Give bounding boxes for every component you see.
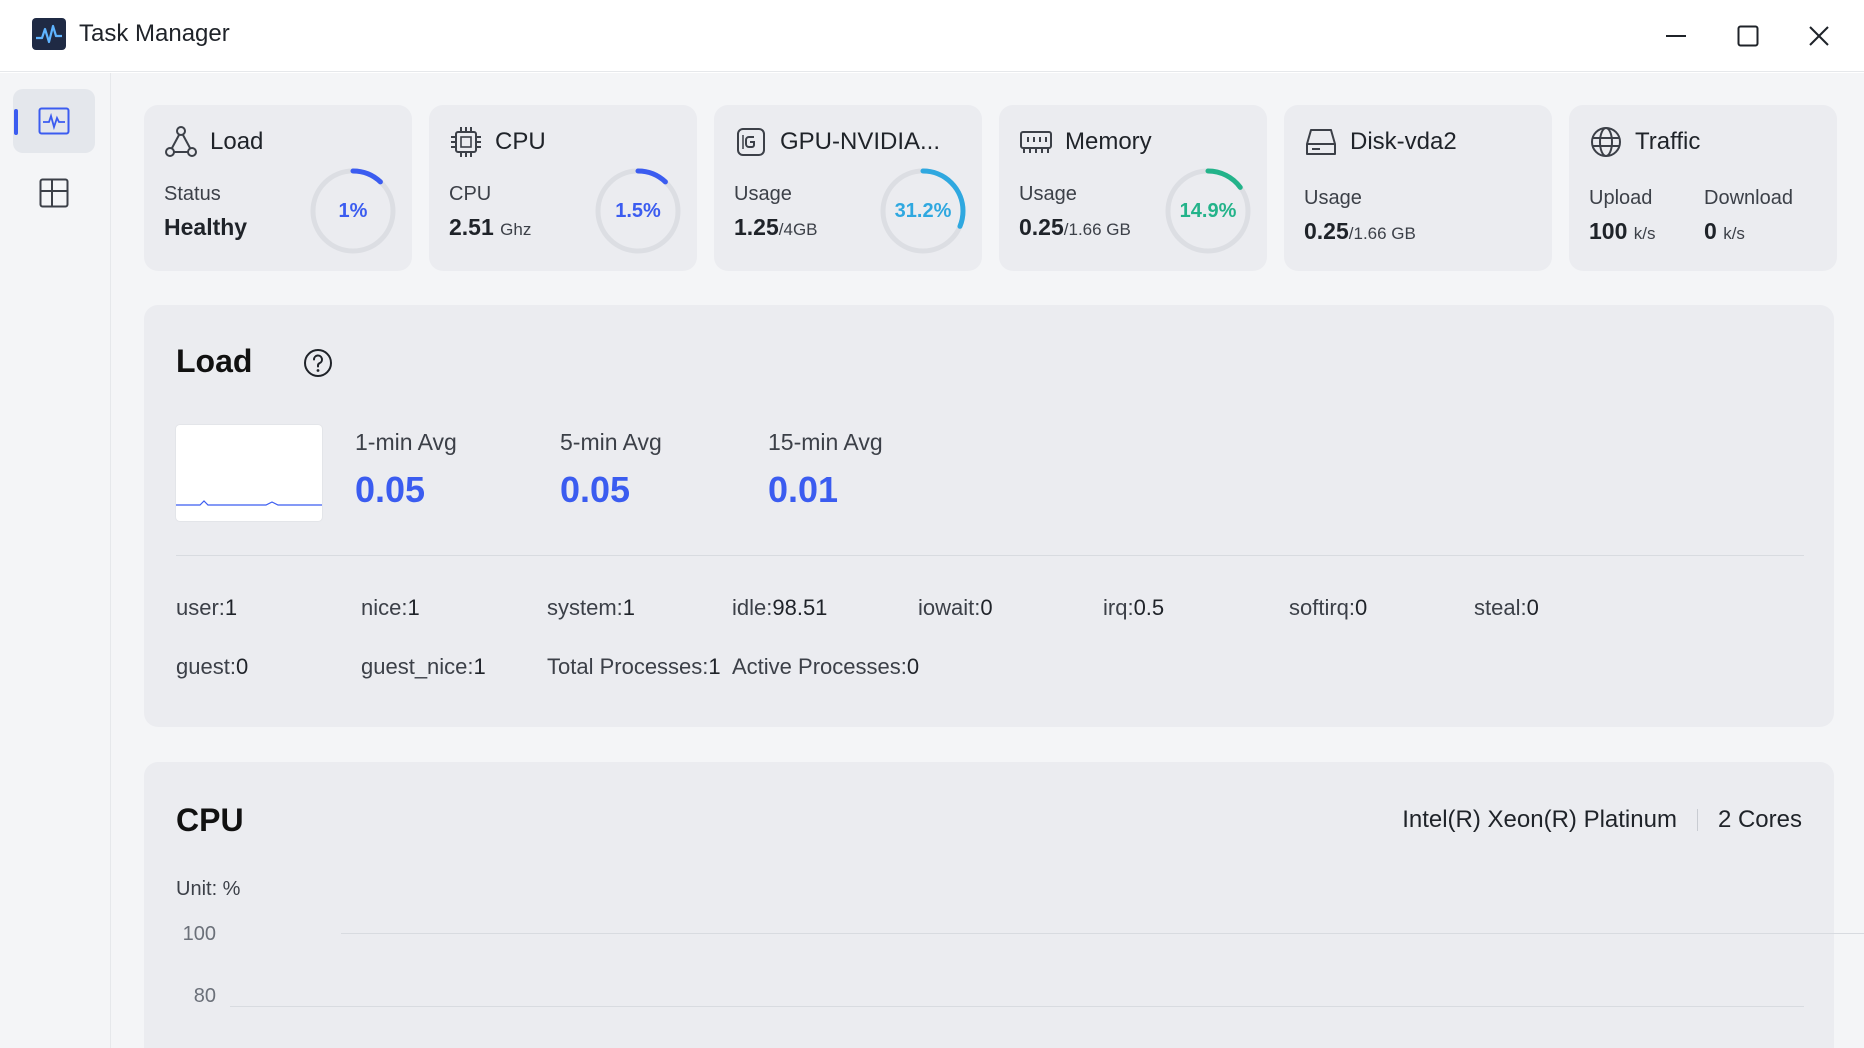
maximize-icon <box>1737 25 1759 47</box>
card-value: 0.25/1.66 GB <box>1019 214 1131 240</box>
avg-value: 0.01 <box>768 469 839 510</box>
upload-label: Upload <box>1589 187 1653 209</box>
avg-label: 15-min Avg <box>768 429 883 455</box>
active-indicator <box>14 109 18 135</box>
stat-item: Total Processes:1 <box>547 654 721 679</box>
stat-item: guest_nice:1 <box>361 654 486 679</box>
help-icon[interactable] <box>302 347 334 379</box>
disk-drive-icon <box>1304 125 1338 159</box>
gauge-arc <box>310 168 396 254</box>
cpu-model-info: Intel(R) Xeon(R) Platinum 2 Cores <box>1402 806 1802 834</box>
y-tick-label: 100 <box>182 923 216 945</box>
gauge-text: 31.2% <box>894 199 952 222</box>
card-title: Traffic <box>1635 128 1701 155</box>
stat-item: nice:1 <box>361 595 420 620</box>
disk-card[interactable]: Disk-vda2 Usage 0.25/1.66 GB <box>1284 105 1552 271</box>
cpu-model-name: Intel(R) Xeon(R) Platinum <box>1402 806 1677 833</box>
minimize-icon <box>1666 35 1686 37</box>
close-button[interactable] <box>1797 14 1841 58</box>
card-title: GPU-NVIDIA... <box>780 128 941 155</box>
download-label: Download <box>1704 187 1793 209</box>
load-network-icon <box>164 125 198 159</box>
card-label: CPU <box>449 183 492 205</box>
sidebar-item-processes[interactable] <box>13 161 95 225</box>
card-title: Memory <box>1065 128 1152 155</box>
gpu-gauge <box>880 168 966 254</box>
card-label: Usage <box>1304 187 1362 209</box>
panel-title: Load <box>176 343 253 379</box>
maximize-button[interactable] <box>1726 14 1770 58</box>
title-bar: Task Manager <box>0 0 1864 72</box>
gpu-card[interactable]: GPU-NVIDIA... Usage 1.25/4GB 31.2% <box>714 105 982 271</box>
upload-value: 100 k/s <box>1589 218 1656 244</box>
download-value: 0 k/s <box>1704 218 1745 244</box>
memory-card[interactable]: Memory Usage 0.25/1.66 GB 14.9% <box>999 105 1267 271</box>
divider <box>176 555 1804 556</box>
memory-gauge <box>1165 168 1251 254</box>
minimize-button[interactable] <box>1654 14 1698 58</box>
panel-title: CPU <box>176 802 244 838</box>
card-value: 1.25/4GB <box>734 214 818 240</box>
card-label: Usage <box>1019 183 1077 205</box>
load-gauge <box>310 168 396 254</box>
main-content: Load Status Healthy 1% CPU <box>111 73 1864 1048</box>
separator <box>1696 809 1698 831</box>
card-label: Usage <box>734 183 792 205</box>
card-label: Status <box>164 183 221 205</box>
avg-value: 0.05 <box>355 469 426 510</box>
gauge-text: 14.9% <box>1179 199 1237 222</box>
globe-icon <box>1589 125 1623 159</box>
unit-label: Unit: % <box>176 878 241 900</box>
close-icon <box>1809 26 1829 46</box>
y-tick-label: 80 <box>193 985 216 1007</box>
cpu-gauge <box>595 168 681 254</box>
load-sparkline <box>176 425 322 521</box>
cpu-panel: CPU Intel(R) Xeon(R) Platinum 2 Cores Un… <box>144 762 1834 1048</box>
card-title: Load <box>210 128 264 155</box>
grid-line <box>230 1006 1804 1007</box>
load-panel: Load 1-min Avg 0.05 5-min Avg 0.05 15-mi… <box>144 305 1834 727</box>
card-value: 2.51 Ghz <box>449 214 532 240</box>
gauge-arc <box>880 168 966 254</box>
avg-label: 1-min Avg <box>355 429 457 455</box>
gauge-arc <box>595 168 681 254</box>
stat-item: iowait:0 <box>918 595 993 620</box>
card-title: Disk-vda2 <box>1350 128 1457 155</box>
stat-item: guest:0 <box>176 654 249 679</box>
gauge-text: 1% <box>338 199 368 222</box>
memory-icon <box>1019 125 1053 159</box>
avg-value: 0.05 <box>560 469 631 510</box>
card-title: CPU <box>495 128 546 155</box>
sidebar <box>0 73 111 1048</box>
avg-label: 5-min Avg <box>560 429 662 455</box>
cpu-card[interactable]: CPU CPU 2.51 Ghz 1.5% <box>429 105 697 271</box>
activity-monitor-icon <box>38 107 70 135</box>
stat-item: softirq:0 <box>1289 595 1368 620</box>
stat-item: idle:98.51 <box>732 595 828 620</box>
gpu-icon <box>734 125 768 159</box>
stat-item: Active Processes:0 <box>732 654 920 679</box>
sidebar-item-performance[interactable] <box>13 89 95 153</box>
grid-line <box>341 933 1864 934</box>
app-logo-icon <box>32 18 66 50</box>
traffic-card[interactable]: Traffic Upload 100 k/s Download 0 k/s <box>1569 105 1837 271</box>
gauge-text: 1.5% <box>615 199 661 222</box>
layout-grid-icon <box>39 178 69 208</box>
stat-item: irq:0.5 <box>1103 595 1165 620</box>
window-title: Task Manager <box>79 20 230 47</box>
card-value: 0.25/1.66 GB <box>1304 218 1416 244</box>
gauge-arc <box>1165 168 1251 254</box>
load-card[interactable]: Load Status Healthy 1% <box>144 105 412 271</box>
stat-item: user:1 <box>176 595 238 620</box>
cpu-chip-icon <box>449 125 483 159</box>
stat-item: system:1 <box>547 595 636 620</box>
stat-item: steal:0 <box>1474 595 1539 620</box>
cpu-core-count: 2 Cores <box>1717 806 1802 833</box>
card-value: Healthy <box>164 214 248 240</box>
